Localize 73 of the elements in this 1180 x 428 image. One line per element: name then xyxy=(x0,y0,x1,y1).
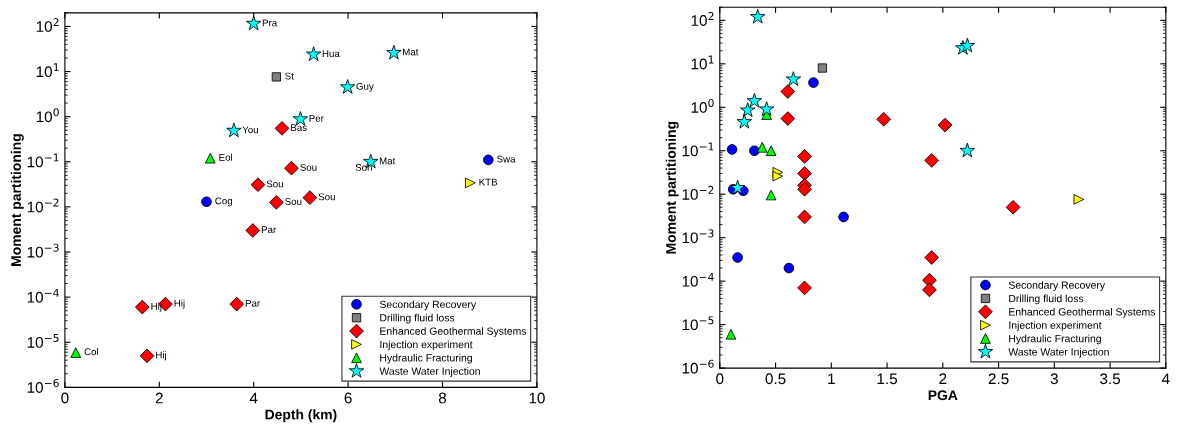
x-tick-label: 4 xyxy=(1161,373,1170,385)
annotation: Hij xyxy=(174,299,185,309)
legend-label: Enhanced Geothermal Systems xyxy=(380,327,527,337)
annotation: Mat xyxy=(379,157,396,165)
y-tick-label: 10$^{−2}$ xyxy=(27,198,59,213)
y-tick-label: 10$^{−5}$ xyxy=(27,334,59,348)
y-tick-label: 10$^{−1}$ xyxy=(27,153,59,168)
annotation: Par xyxy=(245,299,261,307)
x-tick-label: 0 xyxy=(716,373,724,385)
legend-label: Waste Water Injection xyxy=(1008,347,1109,358)
annotation: Sou xyxy=(318,193,335,201)
x-tick-label: 3 xyxy=(1050,373,1058,385)
legend-label: Hydraulic Fracturing xyxy=(1009,334,1101,345)
annotation: Par xyxy=(261,226,277,234)
annotation: Sou xyxy=(300,163,317,171)
annotation: Eol xyxy=(219,153,233,161)
legend-label: Secondary Recovery xyxy=(379,300,477,311)
y-tick-label: 10$^{−3}$ xyxy=(27,243,59,258)
x-tick-label: 6 xyxy=(344,392,352,404)
legend-label: Enhanced Geothermal Systems xyxy=(1009,307,1156,318)
x-tick-label: 0.5 xyxy=(765,373,786,385)
y-tick-label: 10$^{2}$ xyxy=(691,11,714,26)
annotation: Col xyxy=(84,348,99,356)
x-axis-title: Depth (km) xyxy=(265,409,337,423)
x-tick-label: 0 xyxy=(61,392,69,404)
annotation: Per xyxy=(309,114,324,122)
y-tick-label: 10$^{−4}$ xyxy=(27,288,59,303)
y-tick-label: 10$^{0}$ xyxy=(36,108,59,123)
annotation: Bas xyxy=(291,124,307,131)
y-tick-label: 10$^{0}$ xyxy=(691,98,714,113)
y-tick-label: 10$^{−5}$ xyxy=(682,316,714,331)
x-tick-label: 2.5 xyxy=(988,373,1009,385)
annotation: Hij xyxy=(156,351,167,361)
y-axis-title: Moment partitioning xyxy=(10,134,24,266)
y-tick-label: 10$^{−4}$ xyxy=(682,272,714,287)
annotation: Swa xyxy=(497,155,516,163)
x-tick-label: 1.5 xyxy=(877,373,898,385)
legend-label: Injection experiment xyxy=(1009,321,1102,331)
annotation: Sou xyxy=(266,180,283,188)
x-tick-label: 10 xyxy=(529,392,545,404)
legend-label: Injection experiment xyxy=(380,340,473,351)
annotation: St xyxy=(285,72,294,80)
annotation: Hua xyxy=(322,50,340,57)
legend-label: Drilling fluid loss xyxy=(380,313,455,324)
x-tick-label: 8 xyxy=(438,392,447,404)
x-tick-label: 3.5 xyxy=(1100,373,1121,385)
y-tick-label: 10$^{−3}$ xyxy=(682,229,714,244)
y-tick-label: 10$^{−1}$ xyxy=(682,142,714,157)
y-tick-label: 10$^{−2}$ xyxy=(682,185,714,200)
y-tick-label: 10$^{1}$ xyxy=(36,63,59,78)
x-tick-label: 1 xyxy=(828,373,835,385)
annotation: Hij xyxy=(151,302,162,312)
legend-label: Drilling fluid loss xyxy=(1009,294,1084,305)
annotation: You xyxy=(242,126,258,134)
legend-label: Hydraulic Fracturing xyxy=(380,353,472,364)
annotation: Sou xyxy=(285,198,302,205)
annotation: Cog xyxy=(215,197,233,207)
x-tick-label: 2 xyxy=(939,373,947,385)
y-tick-label: 10$^{−6}$ xyxy=(27,378,59,393)
legend-label: Waste Water Injection xyxy=(379,367,480,377)
annotation: Mat xyxy=(403,48,419,56)
y-axis-title: Moment partitioning xyxy=(665,121,679,254)
annotation: Pra xyxy=(262,19,278,27)
annotation: KTB xyxy=(479,178,498,186)
x-tick-label: 4 xyxy=(249,392,258,404)
x-axis-title: PGA xyxy=(928,390,958,401)
y-tick-label: 10$^{1}$ xyxy=(691,55,714,70)
x-tick-label: 2 xyxy=(155,392,163,404)
y-tick-label: 10$^{−6}$ xyxy=(682,359,714,374)
legend-label: Secondary Recovery xyxy=(1008,281,1106,291)
annotation: Guy xyxy=(356,82,374,92)
y-tick-label: 10$^{2}$ xyxy=(36,18,59,32)
annotation: Soh xyxy=(355,163,372,171)
